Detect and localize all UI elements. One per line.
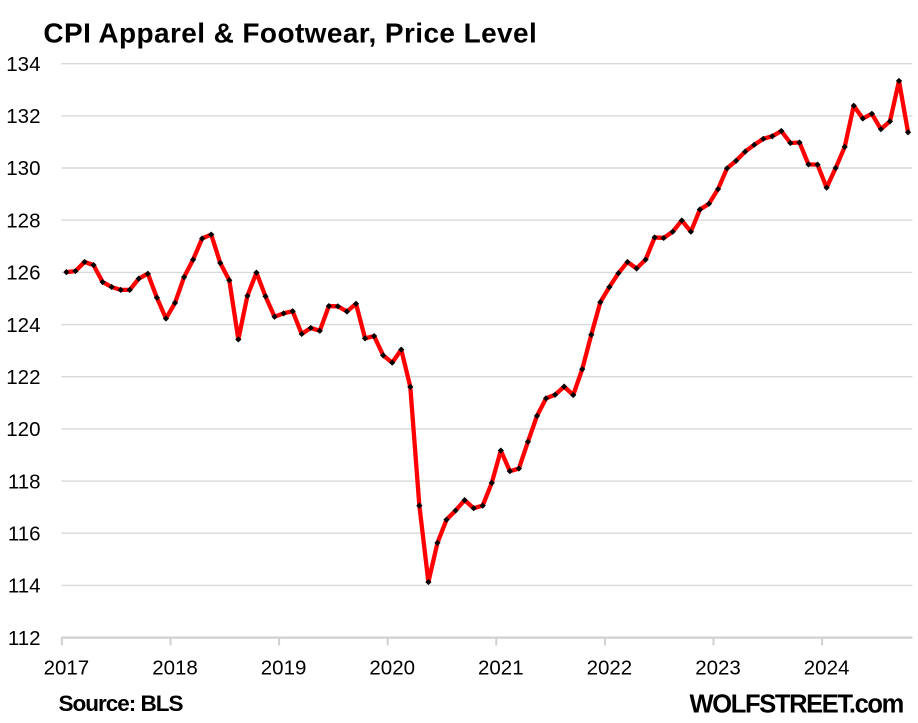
svg-text:114: 114: [8, 575, 41, 598]
svg-text:CPI Apparel & Footwear, Price: CPI Apparel & Footwear, Price Level: [43, 18, 537, 49]
svg-text:116: 116: [8, 522, 41, 545]
svg-text:2020: 2020: [369, 657, 415, 680]
svg-text:130: 130: [6, 157, 40, 180]
svg-text:2022: 2022: [587, 657, 633, 680]
svg-text:128: 128: [6, 209, 40, 232]
svg-text:126: 126: [6, 262, 40, 285]
svg-text:124: 124: [6, 314, 40, 337]
svg-text:Source: BLS: Source: BLS: [59, 691, 184, 716]
svg-text:118: 118: [8, 470, 41, 493]
svg-text:2019: 2019: [261, 657, 307, 680]
svg-text:122: 122: [6, 366, 40, 389]
svg-text:112: 112: [8, 627, 41, 650]
svg-text:WOLFSTREET.com: WOLFSTREET.com: [690, 690, 904, 718]
svg-text:120: 120: [6, 418, 40, 441]
svg-text:2023: 2023: [695, 657, 741, 680]
svg-text:2024: 2024: [804, 657, 850, 680]
svg-text:134: 134: [6, 53, 40, 76]
svg-text:2017: 2017: [44, 657, 90, 680]
svg-text:2018: 2018: [152, 657, 198, 680]
svg-text:2021: 2021: [478, 657, 524, 680]
svg-text:132: 132: [6, 105, 40, 128]
